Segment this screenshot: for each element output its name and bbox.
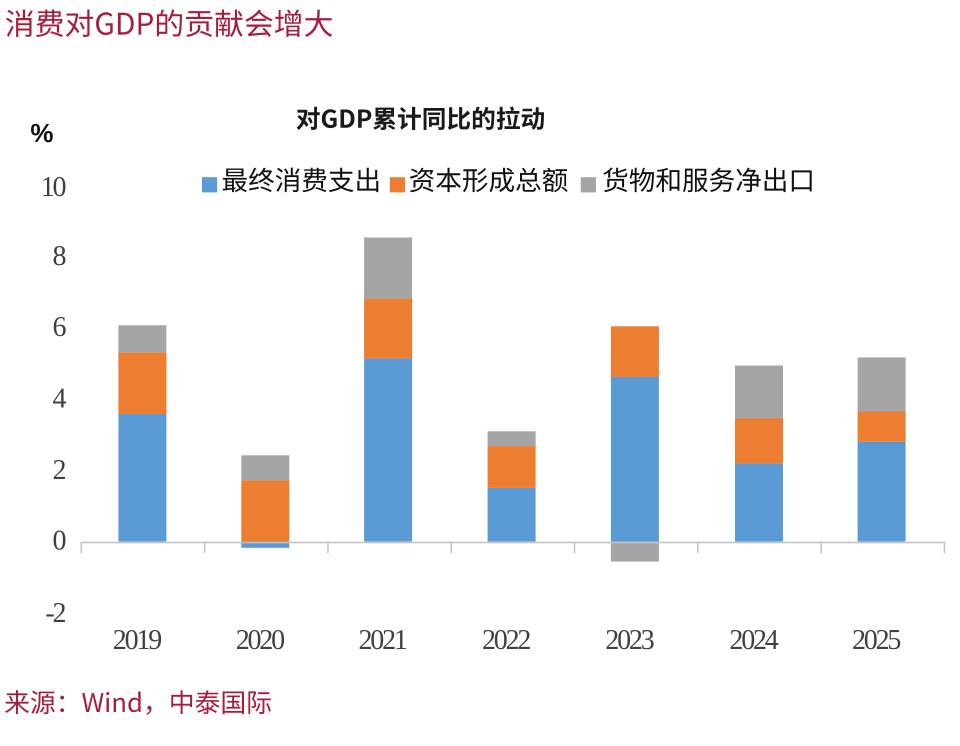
svg-text:8: 8 (52, 241, 65, 272)
svg-text:-2: -2 (45, 598, 65, 629)
svg-text:2025: 2025 (852, 625, 900, 656)
svg-text:10: 10 (41, 172, 66, 203)
svg-text:2019: 2019 (113, 625, 161, 656)
svg-text:2022: 2022 (482, 625, 530, 656)
svg-text:%: % (30, 118, 53, 148)
svg-text:2024: 2024 (729, 625, 778, 656)
svg-text:2021: 2021 (358, 625, 406, 656)
svg-text:2: 2 (52, 455, 65, 486)
svg-text:0: 0 (52, 525, 65, 556)
svg-text:2023: 2023 (605, 625, 653, 656)
svg-text:2020: 2020 (236, 625, 284, 656)
